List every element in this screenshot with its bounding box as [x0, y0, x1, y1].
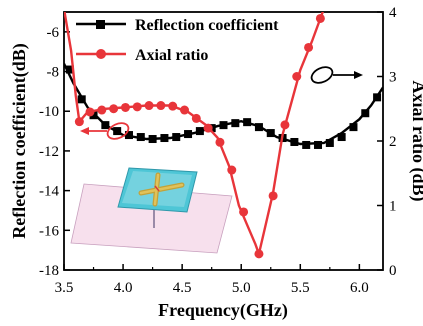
- reflection-marker: [337, 133, 346, 142]
- reflection-marker: [243, 118, 252, 127]
- axial-ratio-marker: [227, 165, 237, 175]
- axial-ratio-marker: [109, 104, 119, 114]
- axial-ratio-markers: [74, 13, 325, 259]
- left-tick-label: -16: [39, 223, 59, 239]
- axial-ratio-marker: [215, 137, 225, 147]
- reflection-marker: [361, 109, 370, 118]
- reflection-marker: [77, 95, 86, 104]
- x-tick-label: 4.0: [114, 280, 133, 296]
- left-axis-label: Reflection coefficient(dB): [9, 43, 30, 238]
- axial-ratio-marker: [132, 102, 142, 112]
- axial-ratio-line: [64, 12, 325, 259]
- left-tick-label: -10: [39, 104, 59, 120]
- reflection-marker: [349, 123, 358, 132]
- reflection-marker: [219, 121, 228, 130]
- axial-ratio-marker: [168, 101, 178, 111]
- reflection-marker: [136, 133, 145, 142]
- reflection-marker: [65, 65, 74, 74]
- left-tick-label: -6: [47, 25, 60, 41]
- left-tick-label: -14: [39, 184, 59, 200]
- axial-ratio-marker: [180, 105, 190, 115]
- left-axis-ticks: -6 -8 -10 -12 -14 -16 -18: [39, 25, 70, 279]
- right-tick-label: 0: [389, 263, 397, 279]
- axial-ratio-marker: [315, 13, 325, 23]
- x-axis-ticks: 3.5 4.0 4.5 5.0 5.5 6.0: [55, 264, 369, 296]
- reflection-marker: [314, 140, 323, 149]
- right-tick-label: 3: [389, 70, 397, 86]
- right-axis-ticks: 4 3 2 1 0: [377, 5, 397, 279]
- axial-ratio-marker: [292, 72, 302, 81]
- x-tick-label: 5.5: [291, 280, 310, 296]
- legend-marker-reflection: [96, 20, 105, 29]
- reflection-marker: [172, 133, 181, 142]
- reflection-marker: [184, 130, 193, 139]
- reflection-marker: [290, 137, 299, 146]
- left-tick-label: -18: [39, 263, 59, 279]
- x-tick-label: 4.5: [173, 280, 192, 296]
- legend-marker-axial: [96, 49, 106, 59]
- axial-ratio-marker: [304, 42, 314, 52]
- axial-ratio-marker: [239, 207, 249, 217]
- right-axis-label: Axial ratio (dB): [408, 81, 423, 202]
- axial-ratio-marker: [85, 107, 95, 117]
- axial-ratio-marker: [254, 249, 264, 259]
- right-tick-label: 4: [389, 5, 397, 21]
- x-axis-label: Frequency(GHz): [158, 300, 288, 321]
- legend-label-axial: Axial ratio: [135, 47, 208, 64]
- reflection-marker: [231, 119, 240, 128]
- reflection-marker: [113, 127, 122, 136]
- left-tick-label: -12: [39, 144, 59, 160]
- reflection-marker: [101, 121, 110, 130]
- axial-ratio-marker: [280, 120, 290, 130]
- axial-ratio-marker: [203, 123, 213, 133]
- axial-ratio-marker: [191, 113, 201, 123]
- legend: Reflection coefficient Axial ratio: [76, 17, 279, 64]
- reflection-marker: [325, 138, 334, 147]
- reflection-marker: [89, 111, 98, 120]
- left-tick-label: -8: [47, 65, 60, 81]
- axial-ratio-marker: [268, 191, 278, 201]
- left-axis-annotation: [80, 122, 130, 140]
- reflection-marker: [160, 134, 169, 143]
- reflection-marker: [195, 127, 204, 136]
- axial-ratio-marker: [74, 117, 84, 127]
- reflection-marker: [254, 123, 263, 132]
- right-tick-label: 2: [389, 134, 397, 150]
- reflection-marker: [266, 129, 275, 138]
- right-axis-annotation: [310, 66, 363, 84]
- axial-ratio-marker: [144, 101, 154, 111]
- axial-ratio-marker: [97, 105, 107, 115]
- right-tick-label: 1: [389, 199, 397, 215]
- axial-ratio-marker: [120, 102, 130, 112]
- reflection-marker: [148, 135, 157, 144]
- antenna-illustration: [70, 167, 233, 254]
- reflection-marker: [373, 93, 382, 102]
- x-tick-label: 6.0: [350, 280, 369, 296]
- axial-ratio-marker: [156, 101, 166, 111]
- x-tick-label: 5.0: [232, 280, 251, 296]
- reflection-marker: [302, 140, 311, 149]
- legend-label-reflection: Reflection coefficient: [135, 17, 279, 34]
- reflection-marker: [124, 131, 133, 140]
- x-tick-label: 3.5: [55, 280, 74, 296]
